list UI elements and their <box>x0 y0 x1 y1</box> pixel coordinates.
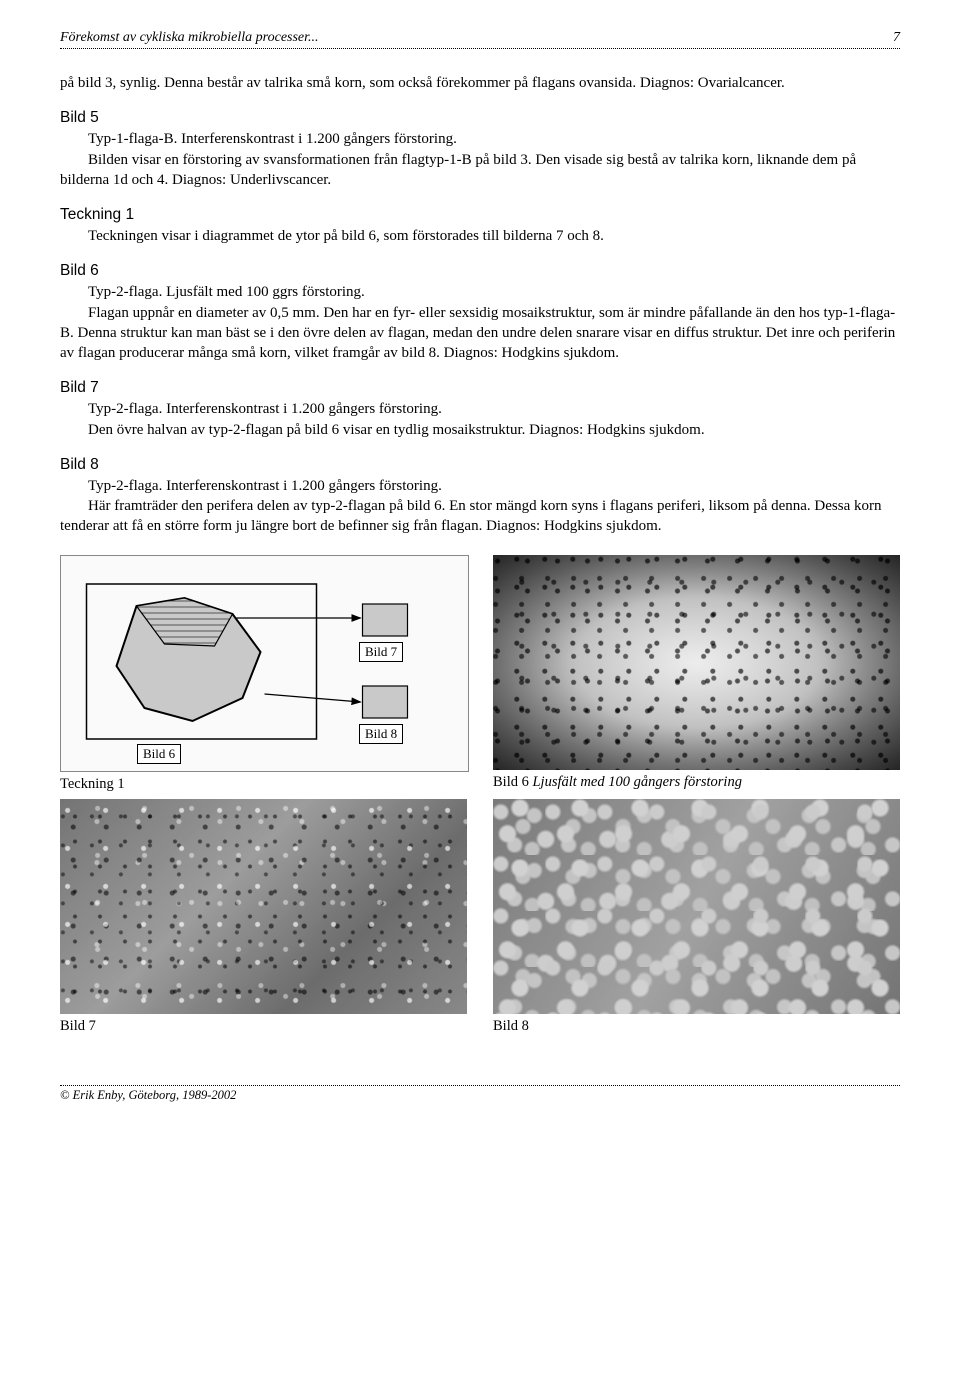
section-bild8-title: Bild 8 <box>60 456 900 474</box>
diagram-svg <box>61 556 468 771</box>
caption-bild8: Bild 8 <box>493 1018 900 1035</box>
bild5-line1: Typ-1-flaga-B. Interferenskontrast i 1.2… <box>60 129 900 149</box>
diagram-label-bild6: Bild 6 <box>137 744 181 764</box>
footer-copyright: © Erik Enby, Göteborg, 1989-2002 <box>60 1088 900 1103</box>
bild6-line1: Typ-2-flaga. Ljusfält med 100 ggrs först… <box>60 282 900 302</box>
diagram-label-bild7: Bild 7 <box>359 642 403 662</box>
bild8-line2: Här framträder den perifera delen av typ… <box>60 496 900 537</box>
section-teckning1-title: Teckning 1 <box>60 206 900 224</box>
diagram-crop7 <box>363 604 408 636</box>
section-bild6-title: Bild 6 <box>60 262 900 280</box>
caption-bild6-label: Bild 6 <box>493 774 532 790</box>
bild5-line2: Bilden visar en förstoring av svansforma… <box>60 150 900 191</box>
page-number: 7 <box>893 30 900 46</box>
header-rule <box>60 48 900 49</box>
micrograph-bild8 <box>493 799 900 1014</box>
bild7-line1: Typ-2-flaga. Interferenskontrast i 1.200… <box>60 399 900 419</box>
figure-bild6: Bild 6 Ljusfält med 100 gångers förstori… <box>493 555 900 791</box>
intro-paragraph: på bild 3, synlig. Denna består av talri… <box>60 73 900 93</box>
footer-rule <box>60 1085 900 1086</box>
diagram-arrow8 <box>265 694 361 702</box>
caption-bild7: Bild 7 <box>60 1018 467 1035</box>
caption-teckning1: Teckning 1 <box>60 776 467 793</box>
teckning1-line1: Teckningen visar i diagrammet de ytor på… <box>60 226 900 246</box>
bild7-line2: Den övre halvan av typ-2-flagan på bild … <box>60 420 900 440</box>
section-bild5-title: Bild 5 <box>60 109 900 127</box>
running-head: Förekomst av cykliska mikrobiella proces… <box>60 30 319 46</box>
section-bild7-title: Bild 7 <box>60 379 900 397</box>
bild6-line2: Flagan uppnår en diameter av 0,5 mm. Den… <box>60 303 900 364</box>
figure-bild7: Bild 7 <box>60 799 467 1035</box>
bild8-line1: Typ-2-flaga. Interferenskontrast i 1.200… <box>60 476 900 496</box>
micrograph-bild7 <box>60 799 467 1014</box>
figure-teckning1: Bild 6 Bild 7 Bild 8 Teckning 1 <box>60 555 467 793</box>
figure-bild8: Bild 8 <box>493 799 900 1035</box>
micrograph-bild6 <box>493 555 900 770</box>
diagram-container: Bild 6 Bild 7 Bild 8 <box>60 555 469 772</box>
caption-bild6: Bild 6 Ljusfält med 100 gångers förstori… <box>493 774 900 791</box>
diagram-crop8 <box>363 686 408 718</box>
diagram-label-bild8: Bild 8 <box>359 724 403 744</box>
caption-bild6-desc: Ljusfält med 100 gångers förstoring <box>532 774 741 790</box>
